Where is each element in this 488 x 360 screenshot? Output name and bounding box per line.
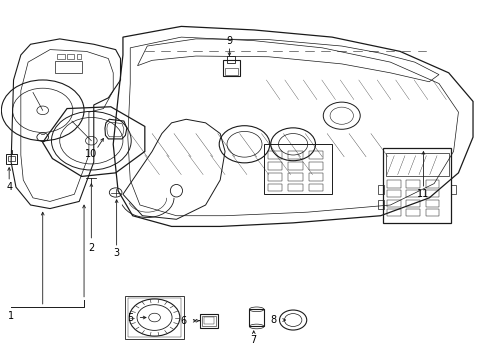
Bar <box>450 185 455 194</box>
Bar <box>406 200 419 207</box>
Text: 5: 5 <box>127 312 133 323</box>
Bar <box>224 68 237 75</box>
Text: 6: 6 <box>180 316 186 326</box>
Bar <box>308 152 323 159</box>
Bar <box>264 144 331 194</box>
Bar <box>200 314 218 328</box>
Bar <box>385 153 448 176</box>
Bar <box>425 209 439 216</box>
Bar <box>67 54 74 59</box>
Bar <box>425 200 439 207</box>
Bar <box>406 180 419 188</box>
Bar <box>287 162 302 170</box>
Text: 7: 7 <box>250 335 256 345</box>
Bar <box>382 148 450 223</box>
Bar <box>287 173 302 181</box>
Bar <box>57 54 64 59</box>
Text: 1: 1 <box>8 311 14 321</box>
Bar <box>267 184 282 192</box>
Bar <box>226 57 235 63</box>
Bar <box>125 296 183 339</box>
Bar <box>377 200 383 208</box>
Bar <box>425 180 439 188</box>
Bar <box>406 209 419 216</box>
Text: 10: 10 <box>85 149 97 159</box>
Bar <box>425 190 439 197</box>
Bar <box>287 152 302 159</box>
Bar <box>55 62 81 73</box>
Bar <box>308 184 323 192</box>
Bar <box>386 190 400 197</box>
Bar <box>127 298 181 337</box>
Bar <box>267 173 282 181</box>
Text: 3: 3 <box>113 248 120 258</box>
Bar <box>406 190 419 197</box>
Bar <box>249 309 264 327</box>
Text: 9: 9 <box>226 36 232 46</box>
Text: 11: 11 <box>416 189 428 199</box>
Text: 2: 2 <box>88 243 94 253</box>
Bar <box>386 180 400 188</box>
Bar <box>386 209 400 216</box>
Bar <box>8 156 15 161</box>
Bar <box>6 154 17 164</box>
Bar <box>203 317 213 324</box>
Bar <box>267 152 282 159</box>
Bar <box>308 173 323 181</box>
Bar <box>267 162 282 170</box>
Bar <box>377 185 383 194</box>
Bar <box>287 184 302 192</box>
Text: 4: 4 <box>6 182 12 192</box>
Text: 8: 8 <box>270 315 276 325</box>
Bar <box>308 162 323 170</box>
Bar <box>202 316 215 326</box>
Bar <box>77 54 81 59</box>
Bar <box>222 60 239 76</box>
Bar <box>386 200 400 207</box>
